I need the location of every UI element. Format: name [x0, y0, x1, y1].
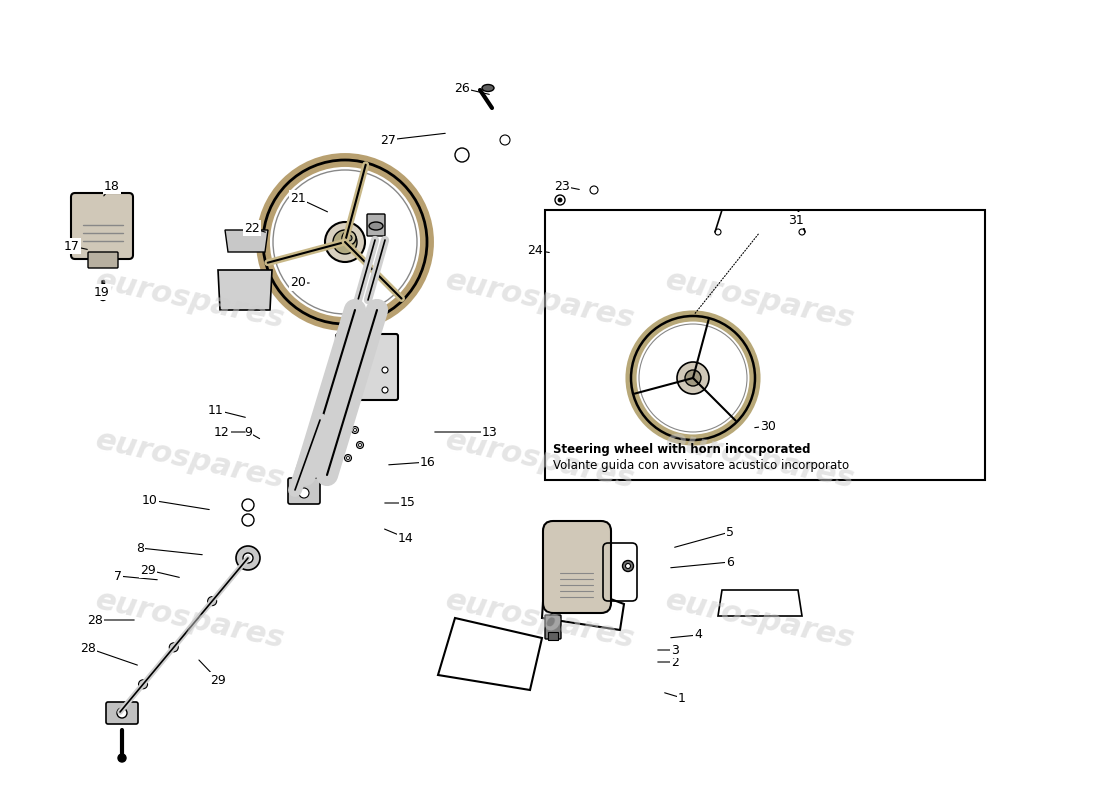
Text: 10: 10	[142, 494, 158, 506]
Text: 28: 28	[87, 614, 103, 626]
Text: eurospares: eurospares	[92, 266, 287, 334]
Circle shape	[715, 229, 720, 235]
FancyBboxPatch shape	[544, 210, 984, 480]
Circle shape	[685, 370, 701, 386]
FancyBboxPatch shape	[544, 615, 561, 639]
Text: 17: 17	[64, 239, 80, 253]
Circle shape	[141, 682, 145, 686]
Text: eurospares: eurospares	[442, 586, 637, 654]
Circle shape	[353, 429, 356, 431]
Ellipse shape	[368, 222, 383, 230]
Circle shape	[676, 362, 710, 394]
FancyBboxPatch shape	[543, 521, 610, 613]
Text: 28: 28	[80, 642, 96, 654]
Text: eurospares: eurospares	[442, 266, 637, 334]
Circle shape	[344, 454, 352, 462]
Circle shape	[236, 546, 260, 570]
Text: 26: 26	[454, 82, 470, 94]
Circle shape	[352, 426, 359, 434]
Ellipse shape	[482, 85, 494, 91]
FancyBboxPatch shape	[548, 632, 558, 640]
Circle shape	[169, 643, 178, 652]
Circle shape	[382, 387, 388, 393]
Circle shape	[117, 708, 126, 718]
Circle shape	[333, 230, 358, 254]
Text: 14: 14	[398, 531, 414, 545]
Text: 23: 23	[554, 179, 570, 193]
Circle shape	[799, 229, 805, 235]
Circle shape	[342, 231, 356, 245]
Circle shape	[346, 235, 352, 241]
Text: Steering wheel with horn incorporated: Steering wheel with horn incorporated	[553, 443, 811, 457]
Text: 4: 4	[694, 629, 702, 642]
Text: eurospares: eurospares	[92, 426, 287, 494]
Circle shape	[558, 198, 562, 202]
Text: eurospares: eurospares	[662, 426, 857, 494]
Circle shape	[455, 148, 469, 162]
Circle shape	[346, 457, 350, 459]
Text: eurospares: eurospares	[442, 426, 637, 494]
Text: 2: 2	[671, 655, 679, 669]
Text: 5: 5	[726, 526, 734, 538]
Circle shape	[99, 294, 107, 301]
Circle shape	[356, 442, 363, 449]
Text: 21: 21	[290, 191, 306, 205]
Text: 20: 20	[290, 277, 306, 290]
FancyBboxPatch shape	[106, 702, 138, 724]
Circle shape	[346, 387, 353, 393]
Circle shape	[139, 680, 147, 689]
Text: 19: 19	[95, 286, 110, 298]
Circle shape	[242, 499, 254, 511]
Circle shape	[210, 599, 214, 603]
Circle shape	[556, 195, 565, 205]
Text: 3: 3	[671, 643, 679, 657]
FancyBboxPatch shape	[336, 334, 398, 400]
Text: 16: 16	[420, 455, 436, 469]
Circle shape	[324, 222, 365, 262]
Text: 15: 15	[400, 497, 416, 510]
Circle shape	[243, 553, 253, 563]
Circle shape	[118, 754, 127, 762]
Text: Volante guida con avvisatore acustico incorporato: Volante guida con avvisatore acustico in…	[553, 459, 849, 473]
Text: 13: 13	[482, 426, 498, 438]
Text: 7: 7	[114, 570, 122, 582]
Text: 24: 24	[527, 243, 543, 257]
Text: 9: 9	[244, 426, 252, 438]
Circle shape	[500, 135, 510, 145]
Circle shape	[623, 561, 634, 571]
Circle shape	[172, 646, 176, 650]
Text: eurospares: eurospares	[662, 586, 857, 654]
Text: eurospares: eurospares	[92, 586, 287, 654]
Text: 30: 30	[760, 419, 775, 433]
Text: 8: 8	[136, 542, 144, 554]
Text: 31: 31	[788, 214, 804, 226]
Circle shape	[359, 443, 362, 446]
Text: 29: 29	[140, 563, 156, 577]
Polygon shape	[226, 230, 268, 252]
Polygon shape	[218, 270, 272, 310]
Text: 12: 12	[214, 426, 230, 438]
FancyBboxPatch shape	[88, 252, 118, 268]
Circle shape	[382, 367, 388, 373]
Circle shape	[346, 367, 353, 373]
Text: 22: 22	[244, 222, 260, 234]
Text: 18: 18	[104, 179, 120, 193]
Text: 1: 1	[678, 691, 686, 705]
Text: 6: 6	[726, 555, 734, 569]
Circle shape	[626, 563, 630, 569]
FancyBboxPatch shape	[367, 214, 385, 236]
Circle shape	[208, 597, 217, 606]
FancyBboxPatch shape	[72, 193, 133, 259]
Text: 27: 27	[381, 134, 396, 146]
Circle shape	[242, 514, 254, 526]
FancyBboxPatch shape	[288, 478, 320, 504]
Circle shape	[590, 186, 598, 194]
Circle shape	[299, 488, 309, 498]
Text: 29: 29	[210, 674, 225, 686]
Text: 11: 11	[208, 403, 224, 417]
Text: eurospares: eurospares	[662, 266, 857, 334]
